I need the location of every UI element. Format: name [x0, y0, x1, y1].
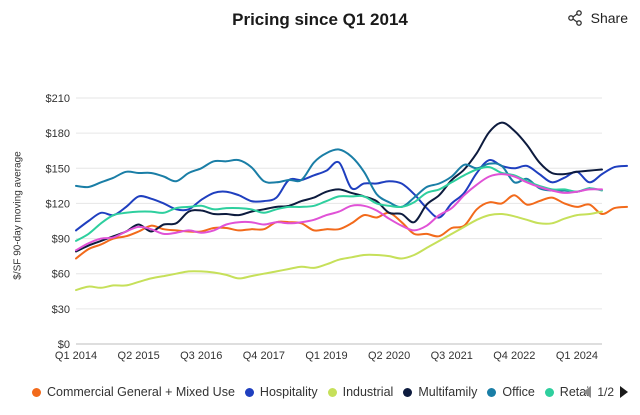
- x-tick-label: Q3 2021: [431, 350, 473, 362]
- legend-page-indicator: 1/2: [597, 385, 614, 399]
- legend-swatch-icon: [327, 387, 337, 397]
- y-tick-label: $60: [52, 269, 70, 281]
- series-line-retail: [75, 165, 603, 242]
- series-line-multifamily: [75, 121, 603, 253]
- y-tick-label: $120: [46, 198, 70, 210]
- x-tick-label: Q3 2016: [180, 350, 222, 362]
- legend-item[interactable]: Commercial General + Mixed Use: [32, 385, 235, 399]
- legend-label: Industrial: [342, 385, 394, 399]
- y-tick-label: $210: [46, 93, 70, 105]
- series-line-office: [75, 148, 591, 209]
- legend-item[interactable]: Office: [487, 385, 535, 399]
- legend-swatch-icon: [32, 387, 41, 397]
- legend-swatch-icon: [544, 387, 554, 397]
- x-tick-label: Q2 2020: [368, 350, 410, 362]
- series-line-hospitality: [75, 158, 628, 232]
- x-tick-label: Q2 2015: [118, 350, 160, 362]
- legend-item[interactable]: Hospitality: [244, 385, 318, 399]
- page-title: Pricing since Q1 2014: [232, 10, 408, 29]
- y-tick-label: $0: [58, 339, 70, 351]
- legend-label: Hospitality: [259, 385, 318, 399]
- y-tick-label: $150: [46, 163, 70, 175]
- y-axis-label: $/SF 90-day moving average: [12, 151, 24, 280]
- series-line-magenta: [75, 173, 603, 252]
- legend-prev-arrow-icon[interactable]: [583, 386, 592, 398]
- x-tick-label: Q4 2022: [493, 350, 535, 362]
- legend-item[interactable]: Multifamily: [403, 385, 477, 399]
- legend-swatch-icon: [244, 387, 254, 397]
- chart-legend: Commercial General + Mixed Use Hospitalit…: [32, 385, 602, 399]
- y-tick-label: $30: [52, 304, 70, 316]
- share-button[interactable]: Share: [567, 10, 628, 26]
- x-tick-label: Q1 2014: [55, 350, 97, 362]
- share-label: Share: [590, 10, 628, 26]
- share-icon: [567, 10, 582, 26]
- legend-swatch-icon: [403, 387, 413, 397]
- legend-next-arrow-icon[interactable]: [620, 386, 628, 398]
- y-tick-label: $90: [52, 234, 70, 246]
- series-line-commercial-general-mixed-use: [75, 194, 628, 260]
- legend-label: Multifamily: [418, 385, 478, 399]
- y-tick-label: $180: [46, 128, 70, 140]
- x-tick-label: Q1 2024: [556, 350, 598, 362]
- x-tick-label: Q1 2019: [305, 350, 347, 362]
- x-tick-label: Q4 2017: [243, 350, 285, 362]
- legend-swatch-icon: [487, 387, 497, 397]
- legend-pager: 1/2: [583, 385, 628, 399]
- legend-label: Office: [502, 385, 535, 399]
- line-chart: $0 $30 $60 $90 $120 $150 $180 $210 Q1 2014 Q2 201…: [46, 93, 628, 362]
- series-line-industrial: [75, 210, 603, 292]
- legend-item[interactable]: Industrial: [327, 385, 394, 399]
- legend-label: Commercial General + Mixed Use: [47, 385, 235, 399]
